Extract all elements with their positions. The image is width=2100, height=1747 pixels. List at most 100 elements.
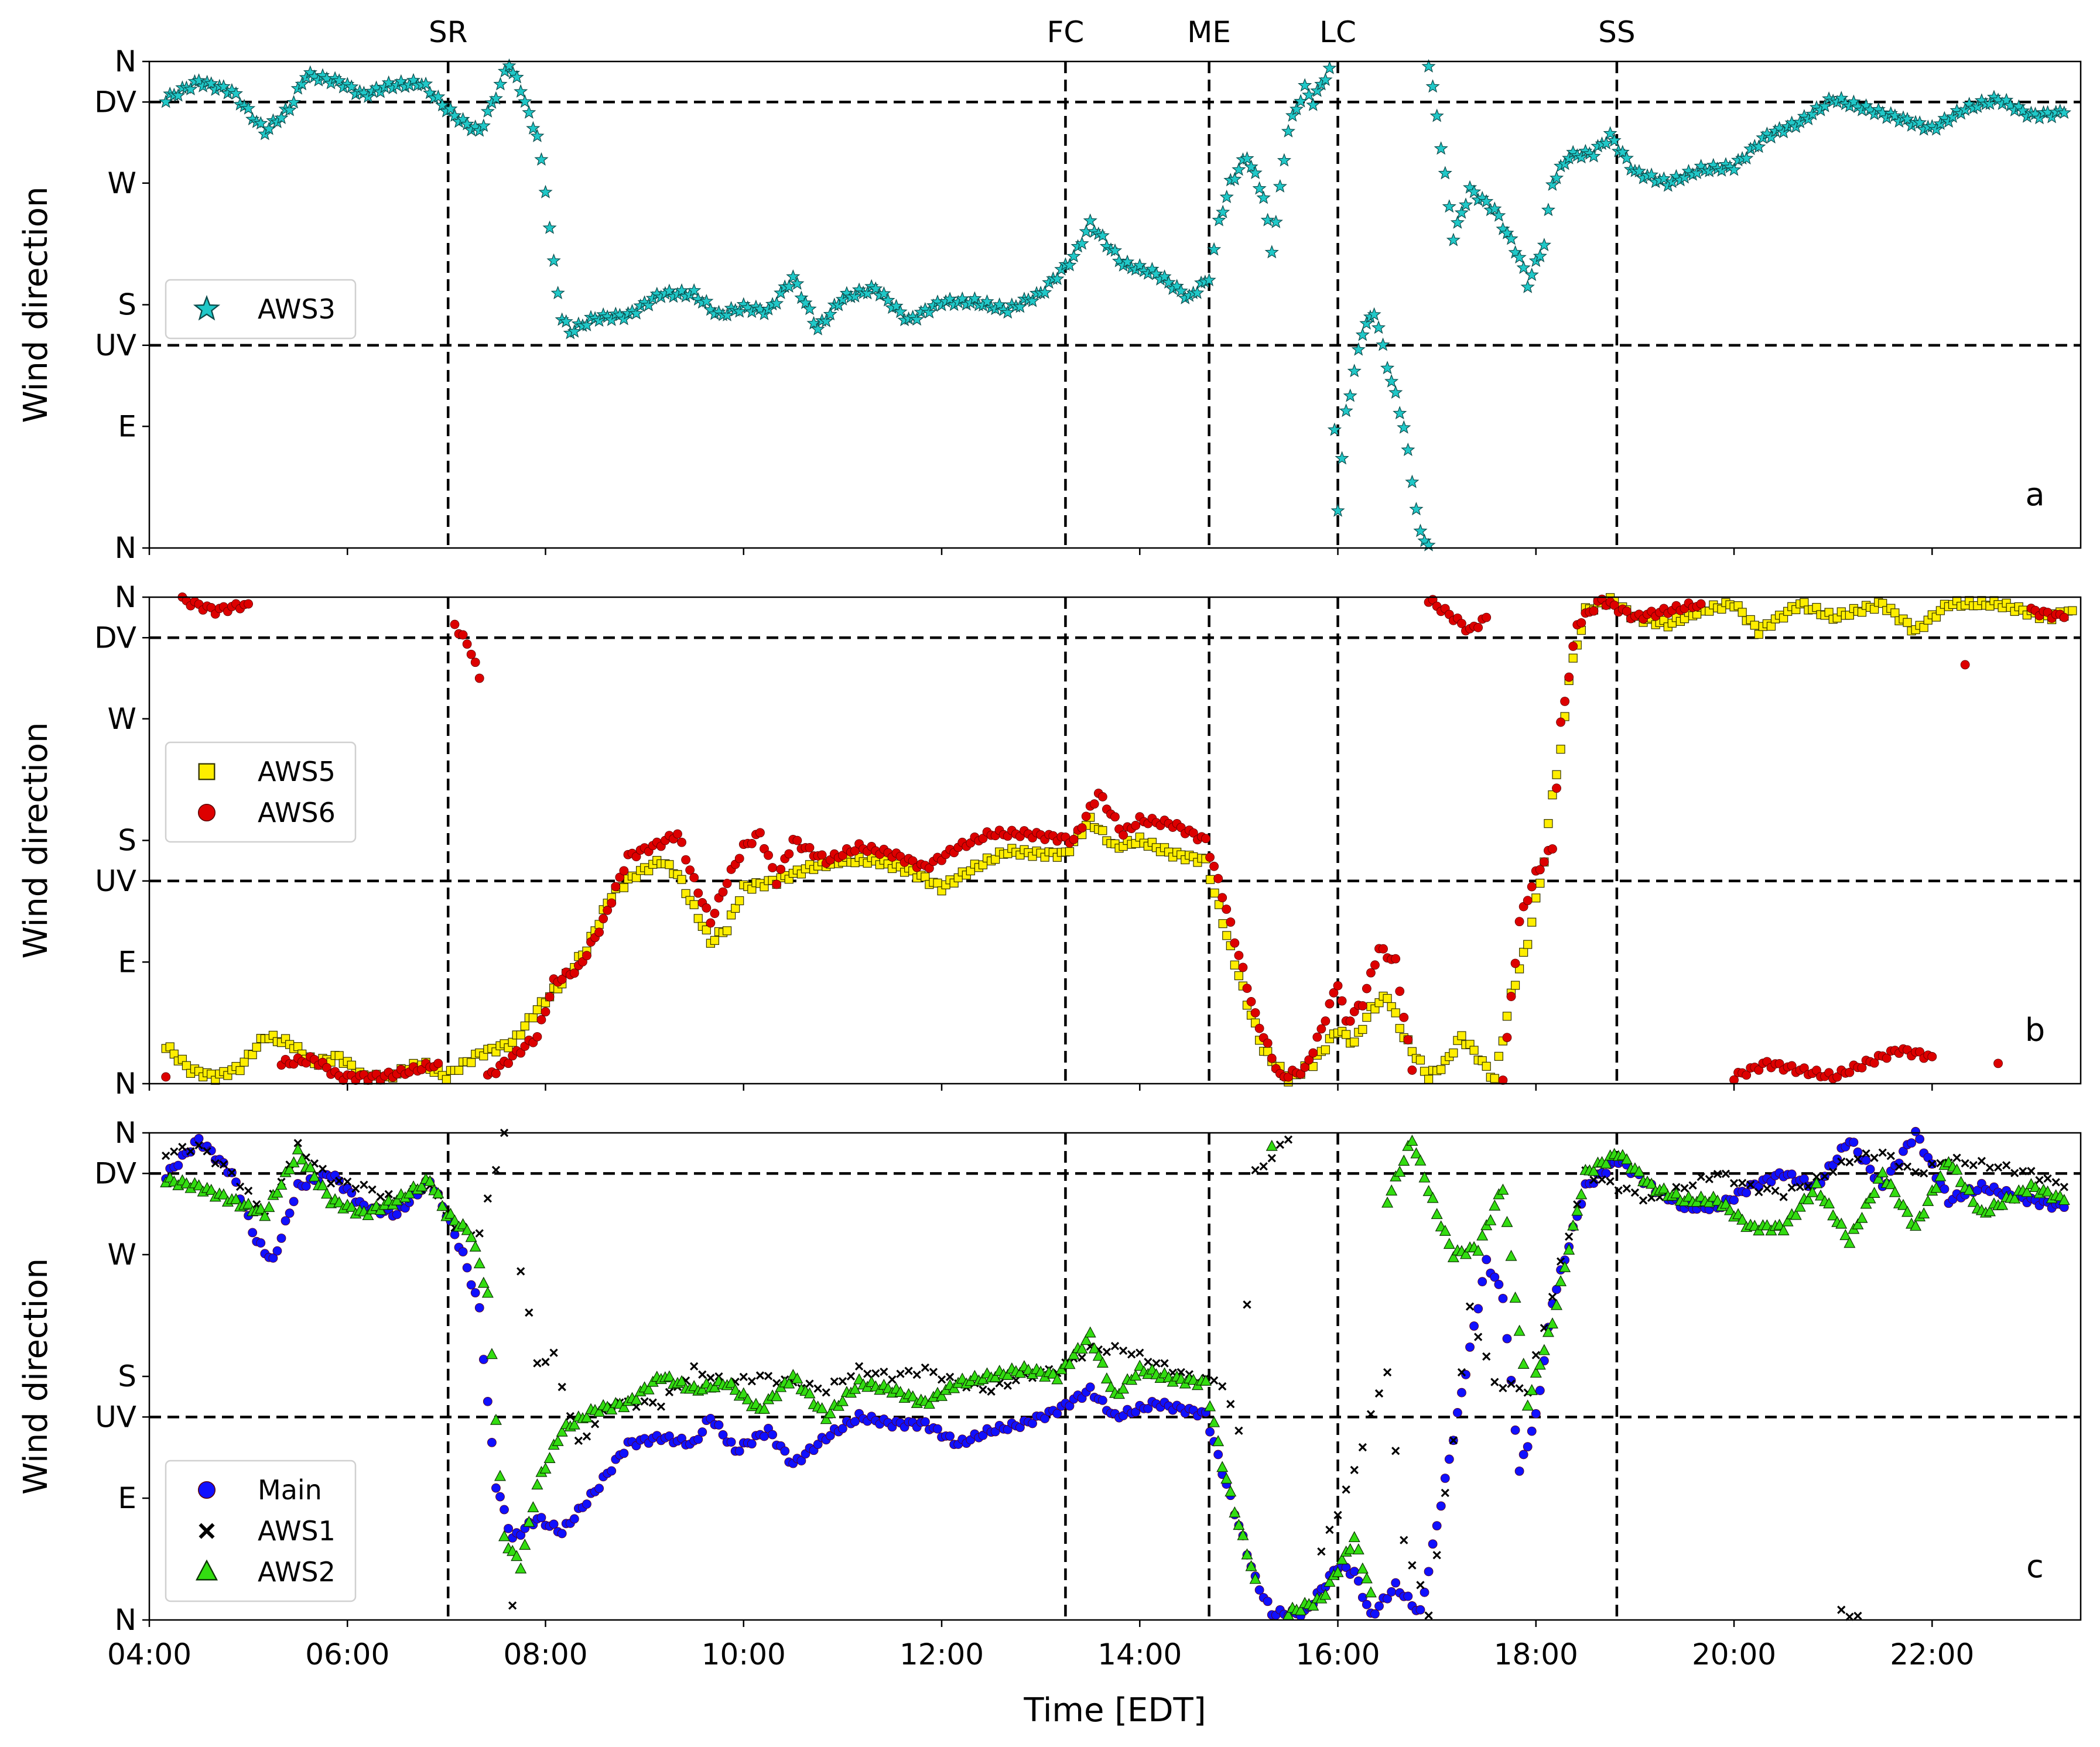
data-point: [1555, 1275, 1567, 1286]
data-point: [1773, 1218, 1786, 1230]
data-point: [806, 316, 821, 330]
data-point: [182, 1061, 191, 1070]
plot-frame: [148, 60, 2082, 549]
data-point: [344, 79, 359, 93]
data-point: [1028, 1419, 1037, 1429]
data-point: [1344, 1543, 1356, 1554]
legend-entry: AWS5: [258, 756, 336, 787]
data-point: [1312, 1032, 1322, 1042]
data-point: [268, 1253, 278, 1263]
data-point: [980, 294, 994, 308]
data-point: [1434, 141, 1448, 155]
y-tick-label: N: [115, 1067, 136, 1101]
data-point: [1353, 1576, 1363, 1586]
data-point: [516, 1530, 526, 1540]
data-point: [1515, 1384, 1524, 1393]
data-point: [665, 1388, 674, 1396]
data-point: [1588, 1164, 1600, 1176]
data-point: [739, 1372, 748, 1381]
data-point: [1439, 1224, 1451, 1236]
data-point: [1754, 1065, 1764, 1075]
data-point: [293, 1042, 303, 1051]
data-point: [1771, 1186, 1780, 1196]
data-point: [1366, 1410, 1376, 1419]
data-point: [1213, 874, 1223, 883]
data-point: [1349, 1567, 1359, 1577]
data-point: [1505, 1249, 1517, 1261]
data-point: [483, 1194, 492, 1203]
data-point: [1370, 1609, 1380, 1619]
data-point: [543, 1452, 556, 1463]
data-point: [1513, 1324, 1526, 1336]
data-point: [817, 850, 827, 860]
panel-a: N E UV S W DV N SR FC ME LC SS Wind direction a AWS3: [17, 15, 2082, 565]
data-point: [1524, 267, 1539, 282]
x-tick-label: 20:00: [1692, 1638, 1776, 1671]
data-point: [955, 291, 970, 305]
data-point: [1918, 1207, 1930, 1219]
data-point: [549, 1519, 559, 1529]
data-point: [648, 1398, 657, 1407]
data-point: [2029, 1181, 2041, 1193]
data-point: [1688, 1181, 1697, 1190]
data-point: [1243, 1300, 1251, 1309]
data-point: [1882, 1053, 1892, 1063]
data-point: [1362, 984, 1372, 994]
panel-label: a: [2025, 476, 2044, 513]
data-point: [541, 1358, 550, 1366]
y-tick-label: S: [118, 288, 136, 322]
event-label-me: ME: [1187, 15, 1231, 49]
data-point: [1531, 1409, 1541, 1419]
data-point: [1260, 213, 1275, 227]
data-point: [443, 101, 458, 115]
y-tick-label: E: [118, 1481, 136, 1515]
data-point: [1567, 1219, 1579, 1231]
data-point: [1422, 1185, 1435, 1196]
y-tick-label: N: [115, 1603, 136, 1637]
data-point: [1520, 279, 1535, 293]
data-point: [1131, 821, 1141, 830]
data-point: [523, 1515, 535, 1527]
data-point: [432, 1187, 444, 1198]
data-point: [2019, 1167, 2027, 1176]
data-point: [1800, 598, 1809, 607]
x-tick-label: 16:00: [1295, 1638, 1380, 1671]
data-point: [281, 1216, 290, 1226]
data-point: [549, 1348, 558, 1357]
data-point: [1379, 944, 1388, 954]
data-point: [531, 1478, 543, 1490]
data-point: [1900, 111, 1915, 125]
data-point: [530, 128, 545, 142]
data-point: [1857, 1063, 1867, 1073]
data-point: [1497, 1183, 1509, 1195]
data-point: [894, 1386, 907, 1397]
data-point: [590, 1420, 600, 1429]
data-point: [227, 1168, 237, 1177]
data-point: [791, 1372, 803, 1384]
data-point: [1208, 1416, 1220, 1427]
data-point: [1853, 1611, 1862, 1621]
data-point: [508, 1601, 517, 1610]
data-point: [1003, 1381, 1012, 1390]
data-point: [1750, 621, 1759, 630]
data-point: [1619, 150, 1634, 165]
data-point: [1466, 184, 1482, 198]
data-point: [1878, 1148, 1887, 1157]
data-point: [603, 906, 613, 915]
data-point: [171, 88, 186, 102]
data-point: [731, 903, 740, 913]
data-point: [1097, 1396, 1107, 1405]
data-point: [992, 297, 1007, 311]
data-point: [1438, 166, 1452, 180]
data-point: [1787, 1183, 1796, 1192]
data-point: [1804, 1182, 1813, 1191]
data-point: [1275, 1140, 1285, 1149]
data-point: [218, 1158, 228, 1168]
data-point: [780, 1446, 790, 1456]
y-tick-label: DV: [94, 621, 136, 655]
data-point: [1603, 126, 1617, 140]
data-point: [714, 1420, 724, 1430]
data-point: [1521, 1399, 1534, 1411]
data-point: [1952, 1153, 1961, 1162]
